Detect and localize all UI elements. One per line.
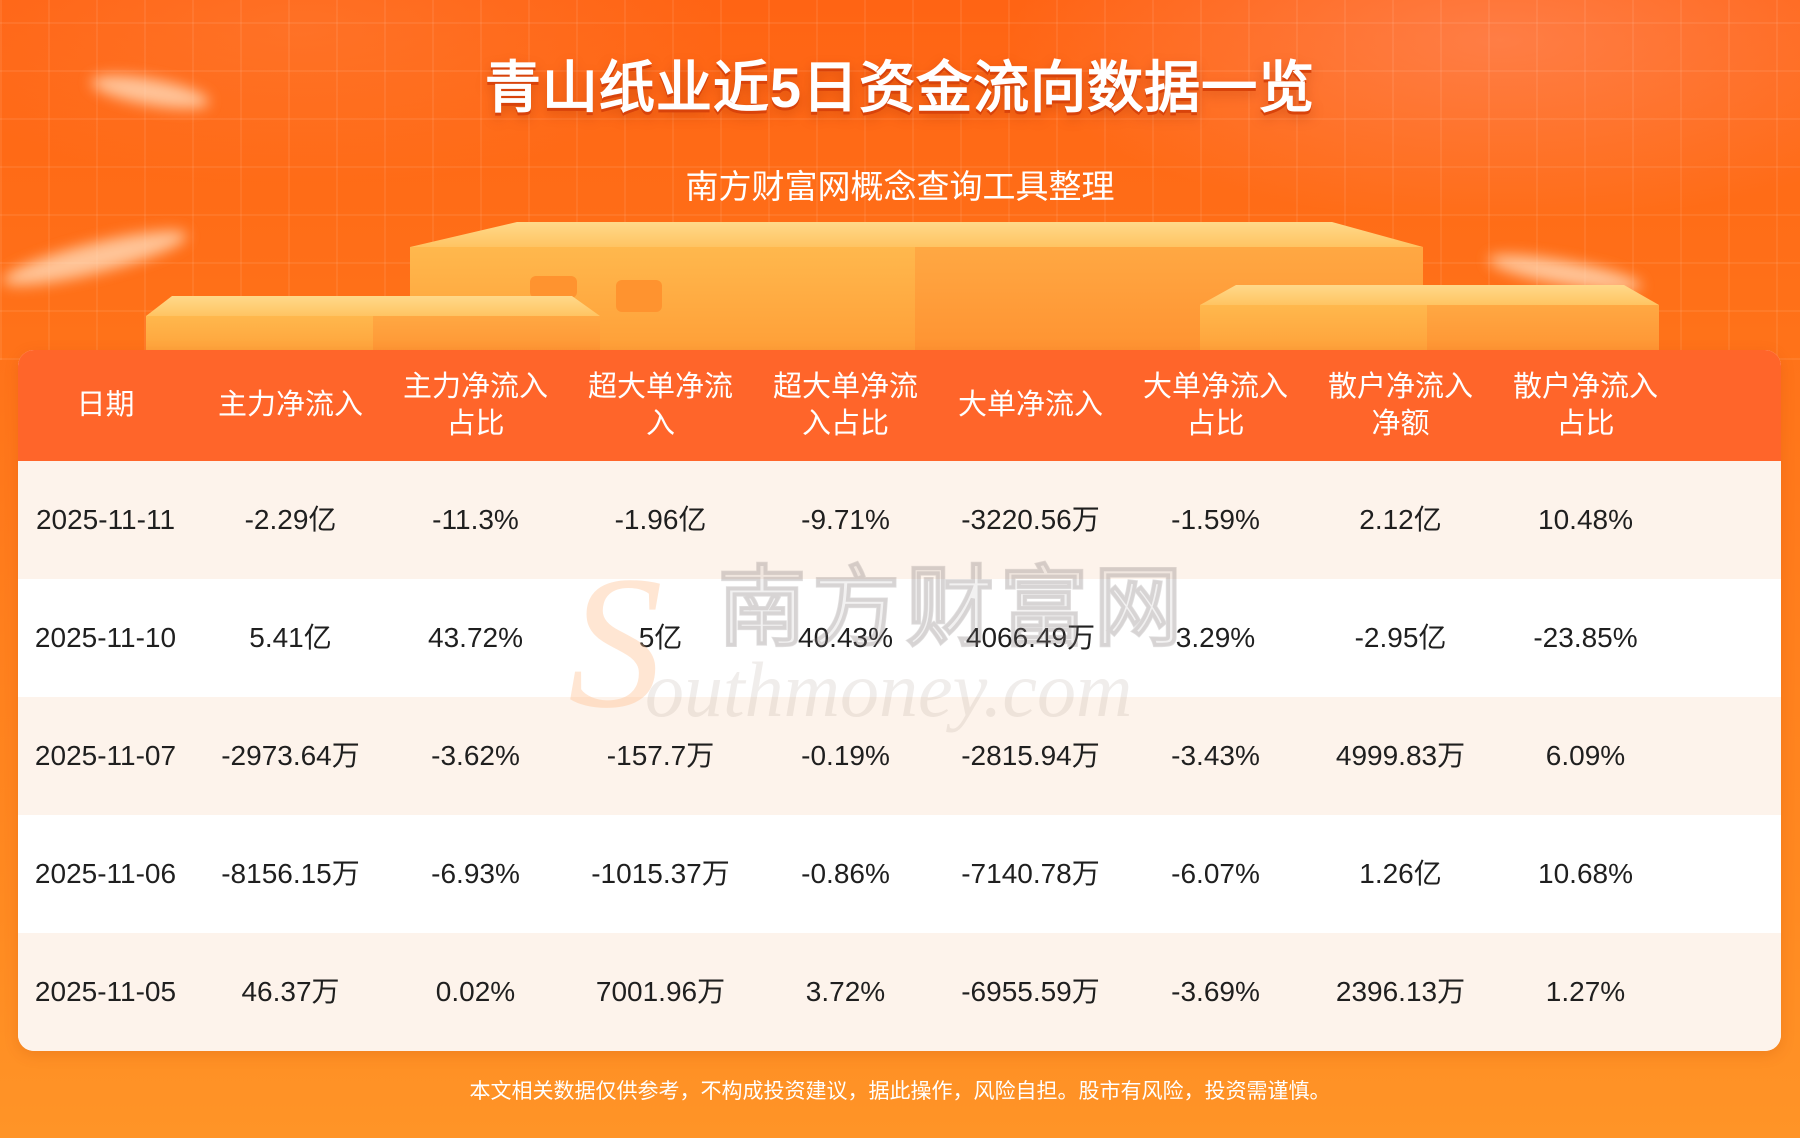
cell-retail-net-inflow: -2.95亿	[1354, 622, 1447, 653]
cell-large-net-inflow: -6955.59万	[961, 976, 1100, 1007]
column-header-label: 主力净流入占比	[402, 370, 548, 440]
cell-large-net-inflow: -2815.94万	[961, 740, 1100, 771]
cell-date: 2025-11-10	[34, 622, 177, 653]
column-header-date: 日期	[18, 387, 198, 424]
motion-streaks	[2, 75, 1642, 291]
cell-main-net-inflow-ratio: -3.62%	[431, 740, 520, 771]
page-title: 青山纸业近5日资金流向数据一览	[484, 56, 1316, 119]
cell-main-net-inflow-ratio: 43.72%	[428, 622, 523, 653]
cell-super-large-net-inflow: -1015.37万	[591, 858, 730, 889]
column-header-label: 主力净流入	[217, 389, 363, 421]
column-header-large-net-inflow-ratio: 大单净流入占比	[1123, 369, 1308, 443]
background-blocks	[2, 75, 1659, 360]
table-row: 2025-11-05 46.37万 0.02% 7001.96万 3.72% -…	[18, 933, 1781, 1051]
cell-super-large-net-inflow: -1.96亿	[614, 504, 707, 535]
column-header-retail-net-inflow: 散户净流入净额	[1308, 369, 1493, 443]
cell-main-net-inflow-ratio: -6.93%	[431, 858, 520, 889]
cell-super-large-net-inflow-ratio: -0.86%	[801, 858, 890, 889]
cell-main-net-inflow: -2973.64万	[221, 740, 360, 771]
cell-retail-net-inflow-ratio: 1.27%	[1545, 976, 1626, 1007]
cell-retail-net-inflow: 4999.83万	[1335, 740, 1466, 771]
cell-large-net-inflow: -3220.56万	[961, 504, 1100, 535]
cell-main-net-inflow: -8156.15万	[221, 858, 360, 889]
column-header-label: 日期	[76, 389, 135, 421]
cell-large-net-inflow-ratio: -6.07%	[1171, 858, 1260, 889]
cell-date: 2025-11-07	[34, 740, 177, 771]
column-header-super-large-net-inflow-ratio: 超大单净流入占比	[753, 369, 938, 443]
cell-date: 2025-11-06	[34, 858, 177, 889]
table-row: 2025-11-07 -2973.64万 -3.62% -157.7万 -0.1…	[18, 697, 1781, 815]
table-row: 2025-11-10 5.41亿 43.72% 5亿 40.43% 4066.4…	[18, 579, 1781, 697]
right-block	[1200, 285, 1659, 360]
cell-retail-net-inflow-ratio: 10.48%	[1538, 504, 1633, 535]
column-header-large-net-inflow: 大单净流入	[938, 387, 1123, 424]
cell-main-net-inflow: 5.41亿	[249, 622, 332, 653]
table-row: 2025-11-11 -2.29亿 -11.3% -1.96亿 -9.71% -…	[18, 461, 1781, 579]
cell-super-large-net-inflow-ratio: -0.19%	[801, 740, 890, 771]
cell-main-net-inflow-ratio: 0.02%	[435, 976, 516, 1007]
cell-super-large-net-inflow-ratio: 40.43%	[798, 622, 893, 653]
cell-date: 2025-11-05	[34, 976, 177, 1007]
column-header-main-net-inflow-ratio: 主力净流入占比	[383, 369, 568, 443]
cell-super-large-net-inflow-ratio: 3.72%	[805, 976, 886, 1007]
cell-large-net-inflow-ratio: 3.29%	[1175, 622, 1256, 653]
cell-large-net-inflow-ratio: -3.69%	[1171, 976, 1260, 1007]
cell-main-net-inflow-ratio: -11.3%	[432, 504, 519, 535]
column-header-label: 大单净流入占比	[1142, 370, 1288, 440]
column-header-label: 散户净流入占比	[1512, 370, 1658, 440]
cell-large-net-inflow: -7140.78万	[961, 858, 1100, 889]
column-header-label: 大单净流入	[957, 389, 1103, 421]
cell-super-large-net-inflow: -157.7万	[606, 740, 715, 771]
cell-retail-net-inflow: 2.12亿	[1359, 504, 1442, 535]
cell-super-large-net-inflow: 7001.96万	[595, 976, 726, 1007]
cell-large-net-inflow-ratio: -3.43%	[1171, 740, 1260, 771]
cell-large-net-inflow-ratio: -1.59%	[1171, 504, 1260, 535]
cell-date: 2025-11-11	[35, 504, 176, 535]
cell-retail-net-inflow: 1.26亿	[1359, 858, 1442, 889]
cell-super-large-net-inflow-ratio: -9.71%	[801, 504, 890, 535]
page-subtitle: 南方财富网概念查询工具整理	[685, 168, 1115, 205]
cell-retail-net-inflow-ratio: -23.85%	[1533, 622, 1638, 653]
cell-super-large-net-inflow: 5亿	[638, 622, 683, 653]
column-header-super-large-net-inflow: 超大单净流入	[568, 369, 753, 443]
cell-retail-net-inflow-ratio: 10.68%	[1538, 858, 1633, 889]
cell-retail-net-inflow: 2396.13万	[1335, 976, 1466, 1007]
column-header-label: 超大单净流入	[587, 370, 733, 440]
cell-main-net-inflow: -2.29亿	[244, 504, 337, 535]
column-header-retail-net-inflow-ratio: 散户净流入占比	[1493, 369, 1678, 443]
table-row: 2025-11-06 -8156.15万 -6.93% -1015.37万 -0…	[18, 815, 1781, 933]
column-header-label: 超大单净流入占比	[772, 370, 918, 440]
cell-main-net-inflow: 46.37万	[241, 976, 340, 1007]
cell-retail-net-inflow-ratio: 6.09%	[1545, 740, 1626, 771]
cell-large-net-inflow: 4066.49万	[965, 622, 1096, 653]
disclaimer: 本文相关数据仅供参考，不构成投资建议，据此操作，风险自担。股市有风险，投资需谨慎…	[469, 1080, 1331, 1103]
table-header-row: 日期 主力净流入 主力净流入占比 超大单净流入 超大单净流入占比 大单净流入 大…	[18, 350, 1781, 461]
fund-flow-table: 日期 主力净流入 主力净流入占比 超大单净流入 超大单净流入占比 大单净流入 大…	[18, 350, 1781, 1051]
column-header-label: 散户净流入净额	[1327, 370, 1473, 440]
column-header-main-net-inflow: 主力净流入	[198, 387, 383, 424]
